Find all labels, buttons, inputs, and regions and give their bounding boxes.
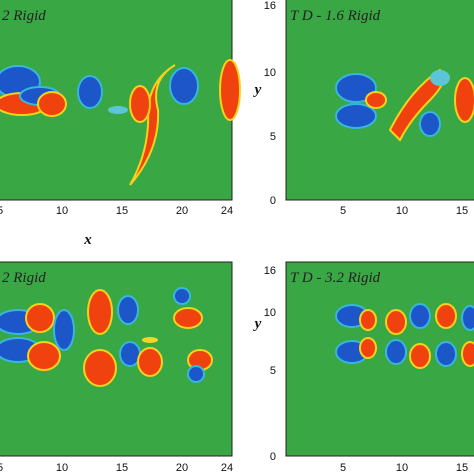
panel: 2 Rigid 5 10 15 20 24 x bbox=[0, 0, 241, 248]
x-tick-label: 5 bbox=[340, 462, 346, 474]
x-tick-label: 15 bbox=[456, 205, 468, 217]
y-tick-label: 5 bbox=[270, 131, 276, 143]
y-tick-label: 16 bbox=[264, 265, 276, 277]
flow-field bbox=[335, 68, 474, 142]
x-tick-label: 15 bbox=[456, 462, 468, 474]
x-tick-label: 15 bbox=[116, 205, 128, 217]
y-tick-label: 5 bbox=[270, 365, 276, 377]
x-tick-label: 10 bbox=[396, 462, 408, 474]
panel-label: 2 Rigid bbox=[2, 8, 46, 24]
x-tick-label: 5 bbox=[0, 205, 3, 217]
flow-field bbox=[0, 59, 241, 186]
x-tick-label: 24 bbox=[221, 205, 233, 217]
flow-field bbox=[335, 303, 474, 369]
panel-label: T D - 3.2 Rigid bbox=[290, 270, 381, 286]
x-tick-label: 10 bbox=[396, 205, 408, 217]
x-tick-label: 15 bbox=[116, 462, 128, 474]
x-axis-label: x bbox=[83, 232, 92, 248]
panel: 2 Rigid 5 10 15 20 24 bbox=[0, 261, 233, 474]
x-tick-label: 20 bbox=[176, 462, 188, 474]
flow-field bbox=[0, 287, 213, 387]
y-tick-label: 10 bbox=[264, 67, 276, 79]
panel-label: 2 Rigid bbox=[2, 270, 46, 286]
x-tick-label: 10 bbox=[56, 205, 68, 217]
y-axis-label: y bbox=[253, 82, 262, 98]
panel-label: T D - 1.6 Rigid bbox=[290, 8, 381, 24]
x-tick-label: 24 bbox=[221, 462, 233, 474]
y-tick-label: 0 bbox=[270, 195, 276, 207]
panel: T D - 1.6 Rigid 0 5 10 16 y 5 10 15 bbox=[253, 0, 474, 217]
y-tick-label: 0 bbox=[270, 451, 276, 463]
panel: T D - 3.2 Rigid 0 5 10 16 y 5 10 15 bbox=[253, 261, 474, 474]
x-tick-label: 10 bbox=[56, 462, 68, 474]
x-tick-label: 5 bbox=[0, 462, 3, 474]
x-tick-label: 20 bbox=[176, 205, 188, 217]
x-tick-label: 5 bbox=[340, 205, 346, 217]
y-tick-label: 16 bbox=[264, 0, 276, 12]
y-axis-label: y bbox=[253, 316, 262, 332]
y-tick-label: 10 bbox=[264, 307, 276, 319]
